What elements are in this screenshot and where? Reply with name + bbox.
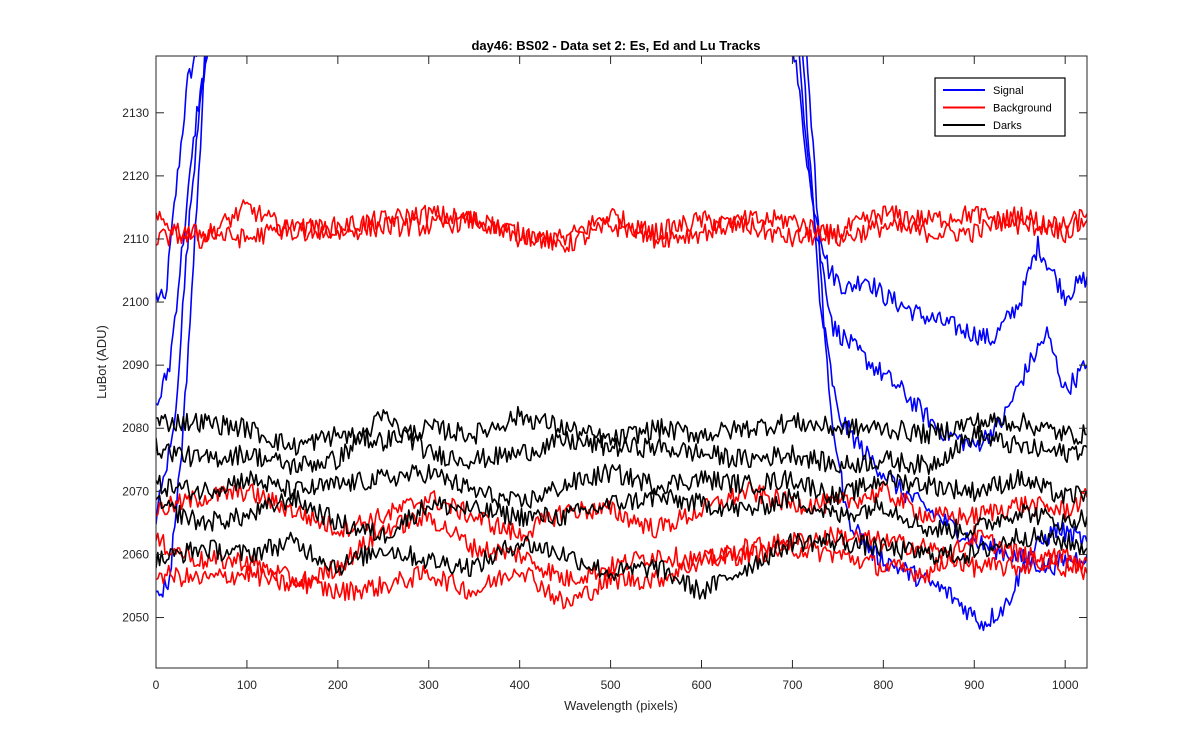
chart-title: day46: BS02 - Data set 2: Es, Ed and Lu …	[471, 38, 760, 53]
x-tick-label: 100	[237, 678, 257, 692]
y-tick-label: 2060	[122, 547, 149, 561]
y-tick-label: 2050	[122, 611, 149, 625]
series-line-background-6	[156, 480, 1087, 542]
x-tick-label: 700	[782, 678, 802, 692]
x-tick-label: 600	[691, 678, 711, 692]
x-tick-label: 900	[964, 678, 984, 692]
series-line-signal-0	[156, 56, 1087, 346]
series-line-signal-2	[156, 56, 1087, 576]
series-line-darks-10	[156, 409, 1087, 476]
legend: Signal Background Darks	[934, 77, 1066, 137]
plot-frame	[155, 55, 1088, 669]
y-axis-label: LuBot (ADU)	[94, 325, 109, 399]
x-axis-label: Wavelength (pixels)	[564, 698, 678, 713]
y-tick-label: 2120	[122, 169, 149, 183]
x-tick-label: 400	[510, 678, 530, 692]
series-line-background-8	[156, 526, 1087, 610]
legend-label-signal: Signal	[993, 85, 1024, 97]
x-tick-label: 200	[328, 678, 348, 692]
x-tick-label: 800	[873, 678, 893, 692]
y-tick-label: 2090	[122, 358, 149, 372]
legend-label-darks: Darks	[993, 120, 1022, 132]
y-tick-label: 2130	[122, 106, 149, 120]
series-line-background-7	[156, 507, 1087, 592]
legend-label-background: Background	[993, 103, 1052, 115]
y-tick-label: 2080	[122, 421, 149, 435]
y-tick-label: 2100	[122, 295, 149, 309]
x-tick-label: 300	[419, 678, 439, 692]
series-line-signal-1	[156, 56, 1087, 452]
series-line-darks-9	[156, 405, 1087, 456]
y-tick-label: 2110	[123, 232, 149, 246]
series-line-signal-3	[156, 56, 1087, 632]
series-line-darks-12	[156, 488, 1087, 544]
series-line-darks-11	[156, 463, 1087, 509]
plot-area	[156, 56, 1087, 632]
series-line-darks-13	[156, 526, 1087, 600]
x-tick-label: 500	[601, 678, 621, 692]
y-tick-label: 2070	[122, 484, 149, 498]
series-line-background-5	[156, 206, 1087, 249]
x-tick-label: 0	[153, 678, 160, 692]
axis-ticks: 0 100 200 300 400 500 600 700 800 900 1000 2050 2060…	[122, 56, 1087, 692]
x-tick-label: 1000	[1052, 678, 1079, 692]
